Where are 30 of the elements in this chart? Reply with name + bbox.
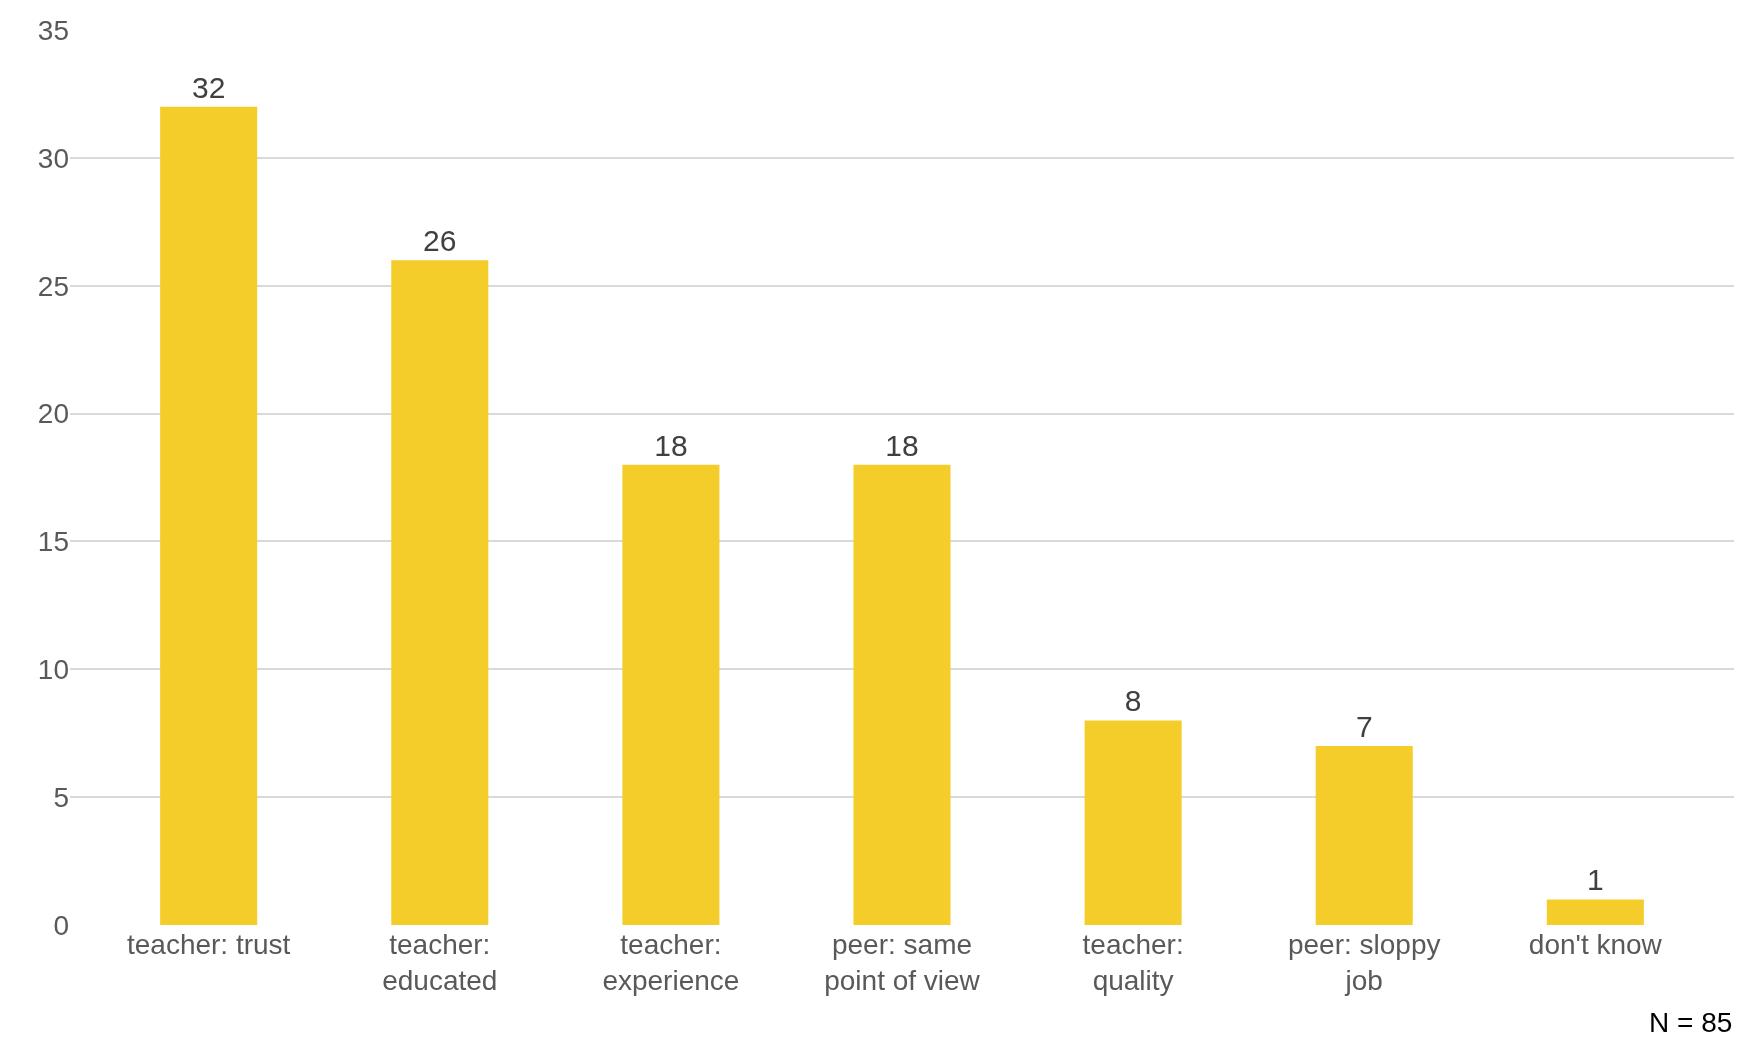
x-tick-label: peer: sloppy job: [1287, 929, 1441, 997]
data-label: 18: [654, 428, 688, 462]
data-label: 8: [1124, 684, 1142, 718]
y-tick-label: 20: [37, 398, 69, 430]
y-tick-label: 10: [37, 654, 69, 686]
bar: [1315, 746, 1413, 925]
bar: [160, 106, 258, 925]
x-tick-label: teacher: trust: [126, 929, 291, 960]
y-tick-label: 25: [37, 270, 69, 302]
data-label: 32: [191, 70, 226, 104]
y-tick-label: 30: [37, 142, 69, 174]
y-tick-label: 0: [53, 909, 69, 941]
bar: [1546, 899, 1644, 925]
bar: [853, 464, 951, 925]
data-label: 1: [1586, 863, 1604, 897]
x-tick-label: teacher: quality: [1082, 929, 1184, 997]
x-tick-label: don't know: [1528, 929, 1663, 960]
data-label: 26: [423, 224, 457, 258]
y-tick-label: 15: [37, 526, 69, 558]
bar: [622, 464, 720, 925]
bar: [1084, 720, 1182, 925]
x-tick-label: teacher: experience: [602, 929, 740, 997]
bar: [391, 260, 489, 925]
x-tick-label: teacher: educated: [382, 929, 498, 997]
y-tick-label: 35: [37, 14, 69, 46]
y-tick-label: 5: [53, 781, 69, 813]
text: N = 85: [1649, 1007, 1733, 1038]
x-tick-label: peer: same point of view: [824, 929, 981, 997]
data-label: 7: [1355, 710, 1373, 743]
data-label: 18: [885, 428, 919, 462]
